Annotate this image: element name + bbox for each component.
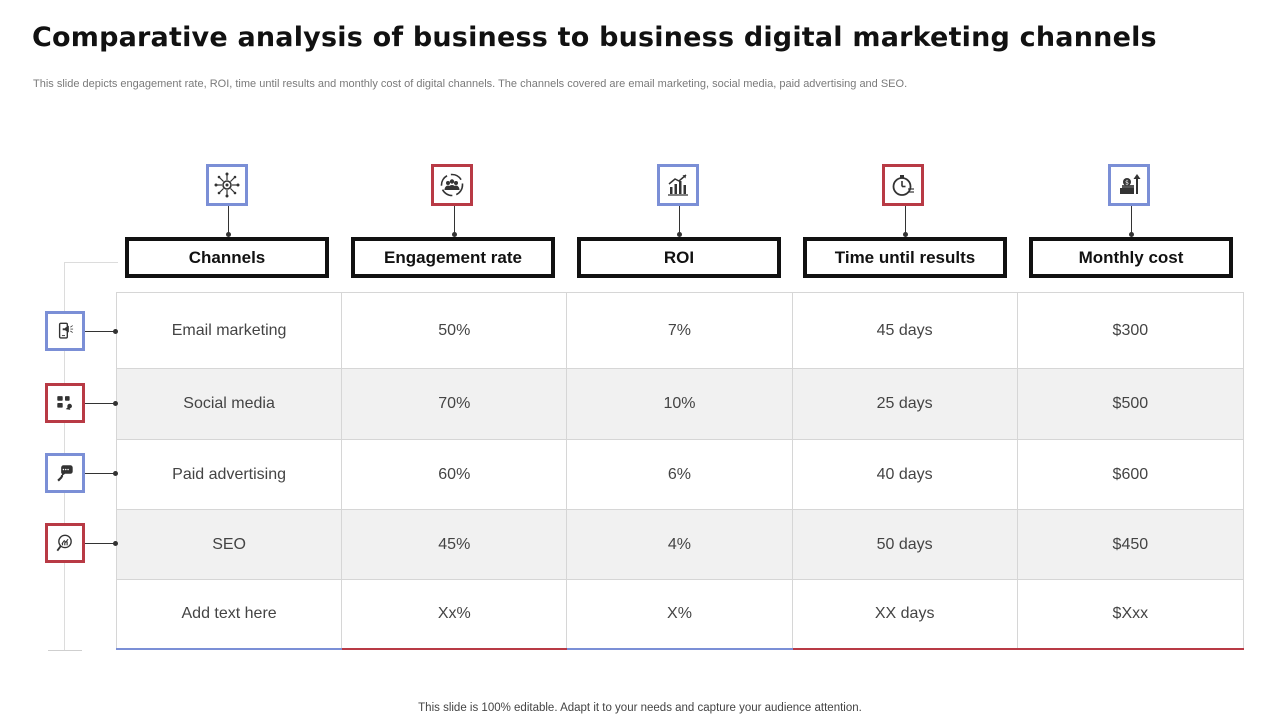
table-cell: 50% [342, 293, 568, 368]
mobile-marketing-icon [45, 311, 85, 351]
table-row: SEO 45% 4% 50 days $450 [117, 510, 1243, 579]
svg-text:$: $ [1125, 180, 1129, 187]
people-cycle-icon [431, 164, 473, 206]
table-cell: X% [567, 580, 793, 648]
table-cell: 50 days [793, 510, 1018, 579]
table-row: Paid advertising 60% 6% 40 days $600 [117, 440, 1243, 509]
table-cell: Social media [117, 369, 343, 439]
bottom-accent-line [793, 648, 1018, 650]
connector-dot [113, 541, 118, 546]
connector-line [905, 206, 906, 236]
connector-dot [452, 232, 457, 237]
table-cell: Xx% [342, 580, 568, 648]
table-cell: 70% [342, 369, 568, 439]
connector-dot [226, 232, 231, 237]
money-up-icon: $ [1108, 164, 1150, 206]
connector-line [454, 206, 455, 236]
connector-line [85, 403, 115, 404]
table-cell: 60% [342, 440, 568, 509]
table-cell: Email marketing [117, 293, 343, 368]
table-cell: 4% [567, 510, 793, 579]
social-share-icon [45, 383, 85, 423]
table-cell: $500 [1112, 395, 1149, 412]
connector-line [679, 206, 680, 236]
table-row: Email marketing 50% 7% 45 days $300 [117, 293, 1243, 368]
connector-dot [113, 329, 118, 334]
connector-dot [677, 232, 682, 237]
table-cell: XX days [793, 580, 1018, 648]
table-cell: 25 days [793, 369, 1018, 439]
table-cell: Paid advertising [117, 440, 343, 509]
bottom-accent-line [342, 648, 567, 650]
slide-subtitle: This slide depicts engagement rate, ROI,… [33, 78, 908, 90]
network-icon [206, 164, 248, 206]
bottom-accent-line [116, 648, 342, 650]
connector-line [85, 473, 115, 474]
connector-line [1131, 206, 1132, 236]
stopwatch-icon [882, 164, 924, 206]
connector-line [85, 331, 115, 332]
table-cell: 10% [567, 369, 793, 439]
table-cell: 6% [567, 440, 793, 509]
side-guide-line [48, 650, 82, 651]
row-divider [117, 368, 1243, 369]
comparison-table: Email marketing 50% 7% 45 days $300 Soci… [116, 292, 1244, 649]
connector-dot [1129, 232, 1134, 237]
header-roi: ROI [577, 237, 781, 278]
table-cell: Add text here [117, 580, 343, 648]
table-cell: $450 [1112, 535, 1149, 553]
row-divider [117, 509, 1243, 510]
bottom-accent-line [567, 648, 793, 650]
connector-line [85, 543, 115, 544]
connector-line [228, 206, 229, 236]
table-cell: SEO [117, 510, 343, 579]
table-cell: $600 [1112, 465, 1149, 483]
row-divider [117, 439, 1243, 440]
header-monthly-cost: Monthly cost [1029, 237, 1233, 278]
table-row: Social media 70% 10% 25 days $500 [117, 369, 1243, 439]
row-divider [117, 579, 1243, 580]
table-cell: 40 days [793, 440, 1018, 509]
seo-magnifier-icon [45, 523, 85, 563]
connector-dot [113, 401, 118, 406]
table-cell: $300 [1112, 321, 1149, 339]
bottom-accent-line [1018, 648, 1244, 650]
table-cell: 45 days [793, 293, 1018, 368]
footer-note: This slide is 100% editable. Adapt it to… [418, 702, 862, 714]
table-row: Add text here Xx% X% XX days $Xxx [117, 580, 1243, 648]
growth-chart-icon [657, 164, 699, 206]
chat-megaphone-icon [45, 453, 85, 493]
header-time-until-results: Time until results [803, 237, 1007, 278]
side-guide-line [64, 262, 118, 263]
connector-dot [113, 471, 118, 476]
slide-title: Comparative analysis of business to busi… [32, 22, 1157, 53]
table-cell: 7% [567, 293, 793, 368]
connector-dot [903, 232, 908, 237]
table-cell: 45% [342, 510, 568, 579]
table-cell: $Xxx [1112, 605, 1149, 622]
header-channels: Channels [125, 237, 329, 278]
header-engagement-rate: Engagement rate [351, 237, 555, 278]
